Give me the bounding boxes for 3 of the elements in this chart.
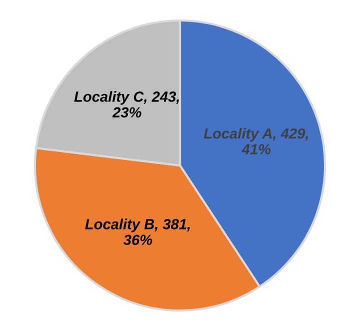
slice-label: Locality B, 381, 36% (85, 218, 190, 246)
slice-label: Locality C, 243, 23% (74, 91, 179, 118)
slice-label: Locality A, 429, 41% (204, 128, 308, 154)
